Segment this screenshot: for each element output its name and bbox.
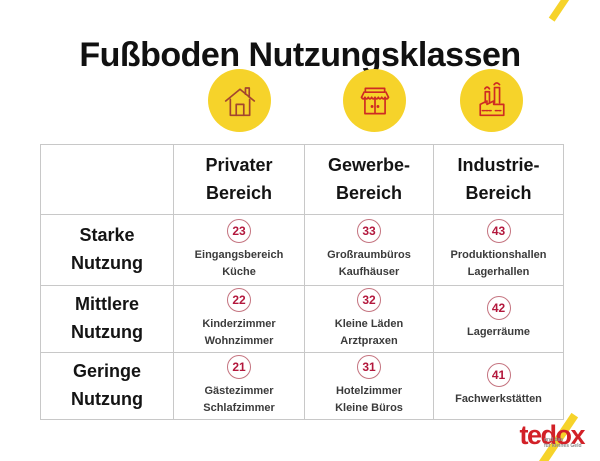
- usage-example: Produktionshallen: [450, 248, 547, 261]
- table-cell-class-31: 31 Hotelzimmer Kleine Büros: [305, 353, 434, 419]
- row-header-label: Geringe: [72, 361, 142, 382]
- usage-class-table: Privater Bereich Gewerbe- Bereich Indust…: [40, 144, 564, 420]
- tedox-slogan-line: und das: [544, 436, 564, 443]
- column-header-private: Privater Bereich: [174, 145, 305, 215]
- column-header-label: Gewerbe-: [327, 154, 411, 175]
- row-header-label: Mittlere: [74, 294, 139, 315]
- usage-example: Kaufhäuser: [338, 266, 400, 278]
- tedox-slogan: und das für kleines Geld: [544, 437, 594, 451]
- usage-example: Arztpraxen: [340, 335, 398, 347]
- table-cell-class-23: 23 Eingangsbereich Küche: [174, 215, 305, 286]
- column-header-label: Privater: [205, 154, 273, 175]
- column-header-industrial: Industrie- Bereich: [434, 145, 563, 215]
- table-cell-class-33: 33 Großraumbüros Kaufhäuser: [305, 215, 434, 286]
- table-corner-cell: [41, 145, 174, 215]
- row-header-label: Nutzung: [71, 253, 143, 273]
- usage-class-badge: 43: [486, 218, 511, 243]
- column-header-label: Industrie-: [457, 154, 540, 175]
- shop-icon: [360, 87, 389, 114]
- usage-class-badge: 21: [227, 354, 251, 379]
- row-header-starke-nutzung: Starke Nutzung: [41, 215, 174, 286]
- usage-example: Kleine Läden: [334, 317, 404, 330]
- tedox-wordmark: tedox: [519, 420, 585, 450]
- table-cell-class-43: 43 Produktionshallen Lagerhallen: [434, 215, 563, 286]
- house-icon: [224, 86, 255, 116]
- usage-example: Gästezimmer: [204, 384, 274, 397]
- usage-example: Lagerräume: [467, 326, 530, 339]
- usage-example: Lagerhallen: [467, 266, 530, 278]
- usage-example: Wohnzimmer: [204, 335, 274, 347]
- usage-class-badge: 31: [357, 354, 381, 379]
- usage-class-badge: 33: [357, 218, 381, 243]
- usage-example: Hotelzimmer: [335, 384, 403, 397]
- table-cell-class-32: 32 Kleine Läden Arztpraxen: [305, 286, 434, 353]
- usage-example: Fachwerkstätten: [455, 393, 542, 406]
- table-cell-class-22: 22 Kinderzimmer Wohnzimmer: [174, 286, 305, 353]
- usage-example: Kleine Büros: [335, 402, 403, 414]
- row-header-geringe-nutzung: Geringe Nutzung: [41, 353, 174, 419]
- private-area-icon-circle: [208, 69, 271, 132]
- row-header-label: Nutzung: [71, 322, 143, 342]
- usage-example: Kinderzimmer: [202, 317, 276, 330]
- usage-example: Großraumbüros: [327, 248, 411, 261]
- usage-example: Eingangsbereich: [194, 248, 284, 261]
- column-header-label: Bereich: [205, 182, 273, 203]
- brand-slash-top-icon: [548, 0, 571, 22]
- table-cell-class-42: 42 Lagerräume: [434, 286, 563, 353]
- usage-class-badge: 23: [227, 218, 251, 243]
- usage-example: Küche: [222, 266, 256, 278]
- page-title: Fußboden Nutzungsklassen: [79, 35, 521, 74]
- row-header-label: Starke: [79, 225, 135, 246]
- usage-class-badge: 32: [357, 287, 381, 312]
- column-header-label: Bereich: [335, 182, 403, 203]
- table-cell-class-21: 21 Gästezimmer Schlafzimmer: [174, 353, 305, 419]
- factory-icon: [478, 81, 505, 116]
- usage-class-badge: 22: [227, 287, 251, 312]
- tedox-logo: tedox und das für kleines Geld: [519, 420, 585, 450]
- industrial-area-icon-circle: [460, 69, 523, 132]
- row-header-mittlere-nutzung: Mittlere Nutzung: [41, 286, 174, 353]
- tedox-slogan-line: für kleines Geld: [544, 443, 582, 450]
- column-header-label: Bereich: [465, 182, 532, 203]
- usage-example: Schlafzimmer: [203, 402, 275, 414]
- column-header-commercial: Gewerbe- Bereich: [305, 145, 434, 215]
- table-cell-class-41: 41 Fachwerkstätten: [434, 353, 563, 419]
- row-header-label: Nutzung: [71, 389, 143, 409]
- commercial-area-icon-circle: [343, 69, 406, 132]
- usage-class-badge: 41: [486, 363, 511, 388]
- usage-class-badge: 42: [486, 296, 511, 321]
